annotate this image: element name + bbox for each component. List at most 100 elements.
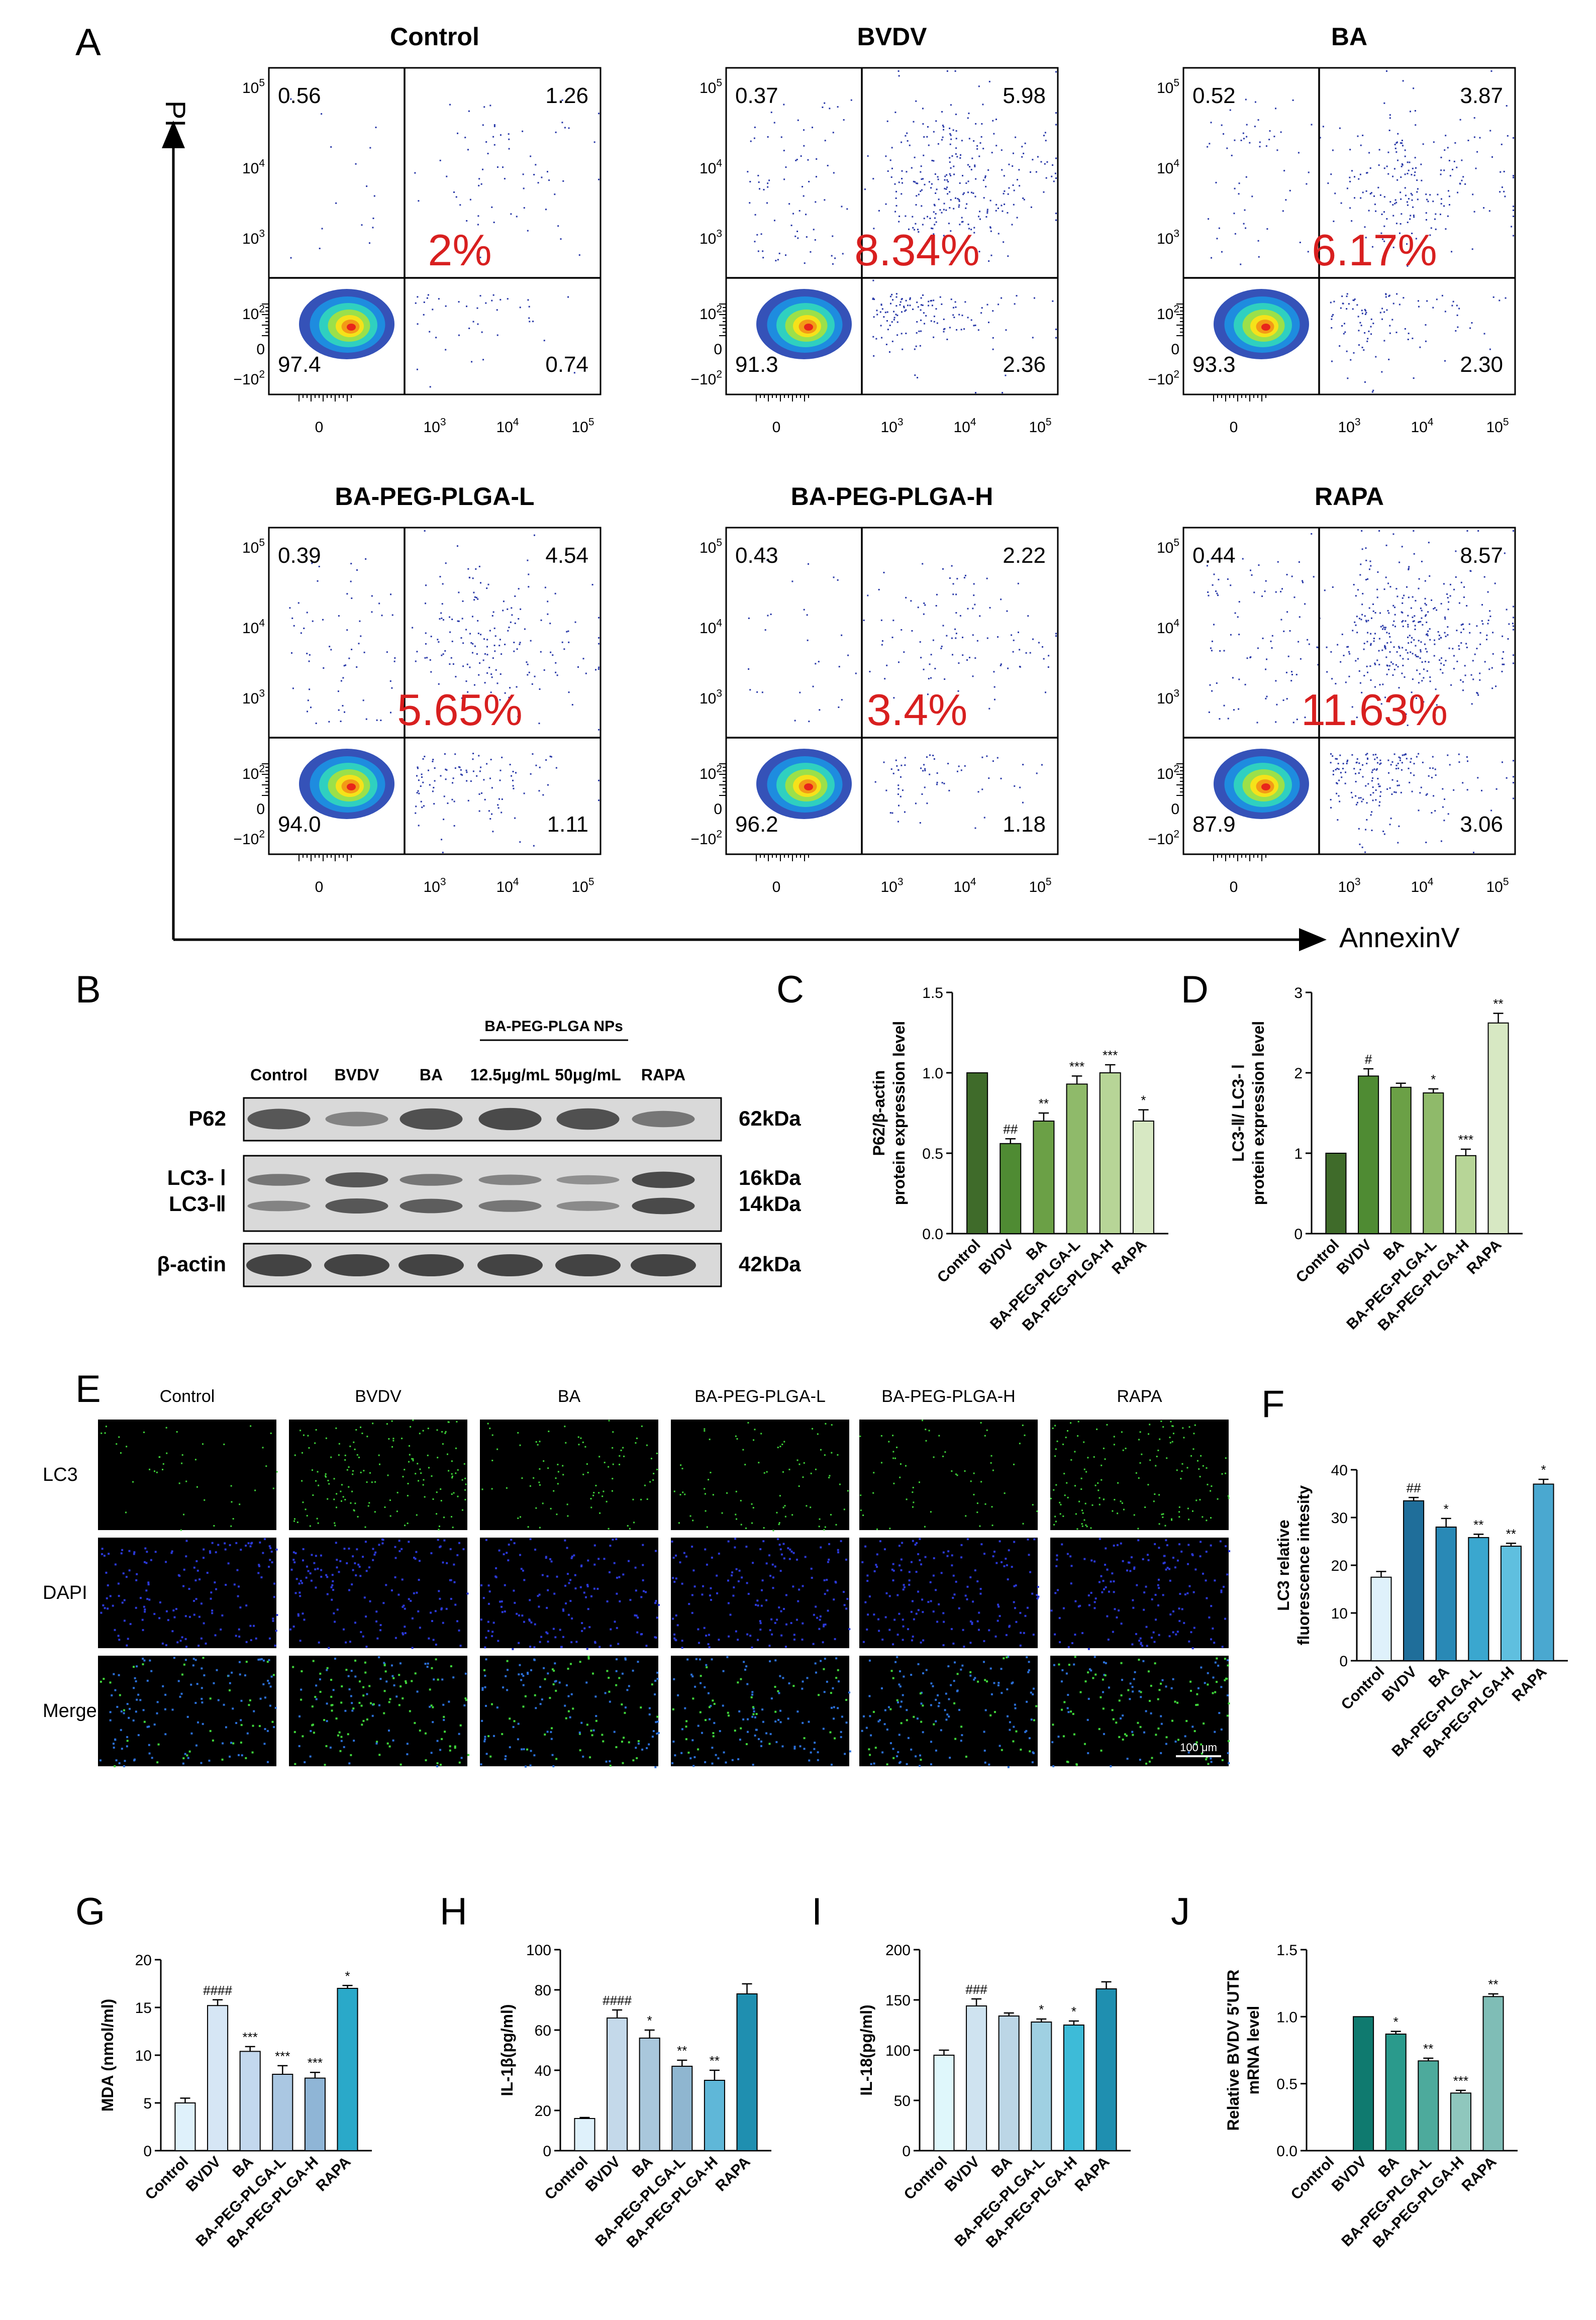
scatter-point [1473,852,1475,853]
dapi-nucleus [907,1628,910,1631]
dapi-nucleus [997,1605,1000,1608]
scatter-point [471,652,473,654]
merge-signal [787,1718,789,1720]
scatter-point [952,129,954,131]
scatter-point [415,805,417,808]
scatter-point [952,583,954,585]
dapi-nucleus [102,1604,105,1606]
dapi-nucleus [326,1593,329,1595]
scatter-point [973,227,975,229]
scatter-point [1363,675,1365,677]
scatter-point [799,210,801,212]
dapi-nucleus [105,1571,108,1574]
merge-signal [587,1657,590,1660]
lc3-puncta [603,1490,605,1492]
merge-signal [437,1678,439,1681]
scatter-point [568,127,570,129]
merge-signal [133,1666,135,1668]
scatter-point [1443,583,1445,585]
scatter-point [1003,241,1005,243]
dapi-nucleus [593,1587,595,1590]
lc3-puncta [445,1431,447,1433]
scatter-point [1447,609,1449,611]
dapi-nucleus [229,1544,231,1546]
scatter-point [1402,647,1404,649]
lc3-puncta [812,1428,814,1430]
lc3-puncta [1157,1449,1159,1451]
scatter-point [1426,793,1428,795]
scatter-point [903,651,905,653]
quadrant-ur-value: 8.57 [1460,543,1503,568]
merge-signal [547,1672,549,1675]
scatter-point [484,653,486,655]
scatter-point [950,174,952,176]
lc3-puncta [535,1441,537,1443]
scatter-point [1029,652,1031,654]
lc3-puncta [721,1512,723,1514]
scatter-point [1347,646,1349,648]
merge-signal [949,1757,951,1759]
scatter-point [1383,225,1385,227]
scatter-point [1383,588,1385,590]
scatter-point [1401,611,1403,613]
scatter-point [955,637,957,639]
scatter-point [1389,325,1391,327]
scatter-point [1392,246,1394,248]
lc3-puncta [629,1528,631,1530]
scatter-point [1353,299,1355,301]
scatter-point [1376,757,1378,759]
scatter-point [980,312,982,314]
scatter-point [1465,643,1467,645]
scatter-point [465,680,467,682]
scatter-point [1491,687,1493,689]
merge-signal [750,1696,753,1698]
scatter-point [1251,574,1253,576]
scatter-point [891,812,893,814]
lc3-puncta [678,1522,680,1524]
scatter-point [1473,211,1475,213]
merge-signal [319,1672,322,1675]
lc3-puncta [451,1460,453,1462]
scatter-point [1492,653,1494,655]
merge-signal [351,1709,354,1712]
scatter-point [813,229,815,231]
scatter-point [460,769,462,771]
merge-signal [1000,1668,1003,1670]
scatter-point [1374,686,1376,688]
dapi-nucleus [306,1565,308,1568]
scatter-point [1307,639,1309,641]
scatter-point [944,187,946,189]
scatter-point [1505,297,1507,299]
dapi-nucleus [963,1645,965,1648]
merge-signal [872,1710,875,1713]
scatter-point [546,171,548,173]
scatter-point [929,773,931,775]
dapi-nucleus [655,1636,657,1639]
p62-band [632,1111,695,1128]
lc3-puncta [1004,1492,1006,1494]
scatter-point [1370,565,1372,567]
merge-signal [111,1694,113,1696]
lc3-puncta [753,1439,755,1441]
scatter-point [1443,169,1445,171]
scatter-point [1432,756,1434,758]
dapi-nucleus [1015,1584,1017,1587]
scatter-point [418,200,420,202]
merge-signal [993,1682,995,1684]
scatter-point [522,173,524,175]
scatter-point [1337,644,1339,646]
scatter-point [1402,626,1404,628]
dapi-nucleus [751,1646,753,1649]
scatter-point [891,167,893,169]
lc3-puncta [409,1454,411,1456]
dapi-nucleus [369,1600,371,1602]
dapi-nucleus [504,1610,506,1613]
scatter-point [1401,140,1403,142]
y-tick-label: 105 [1157,77,1179,97]
scatter-point [1378,664,1380,666]
scatter-point [1270,640,1272,642]
dapi-nucleus [776,1619,778,1621]
scatter-point [914,374,916,376]
lc3-puncta [231,1501,233,1503]
scatter-point [1457,191,1459,193]
